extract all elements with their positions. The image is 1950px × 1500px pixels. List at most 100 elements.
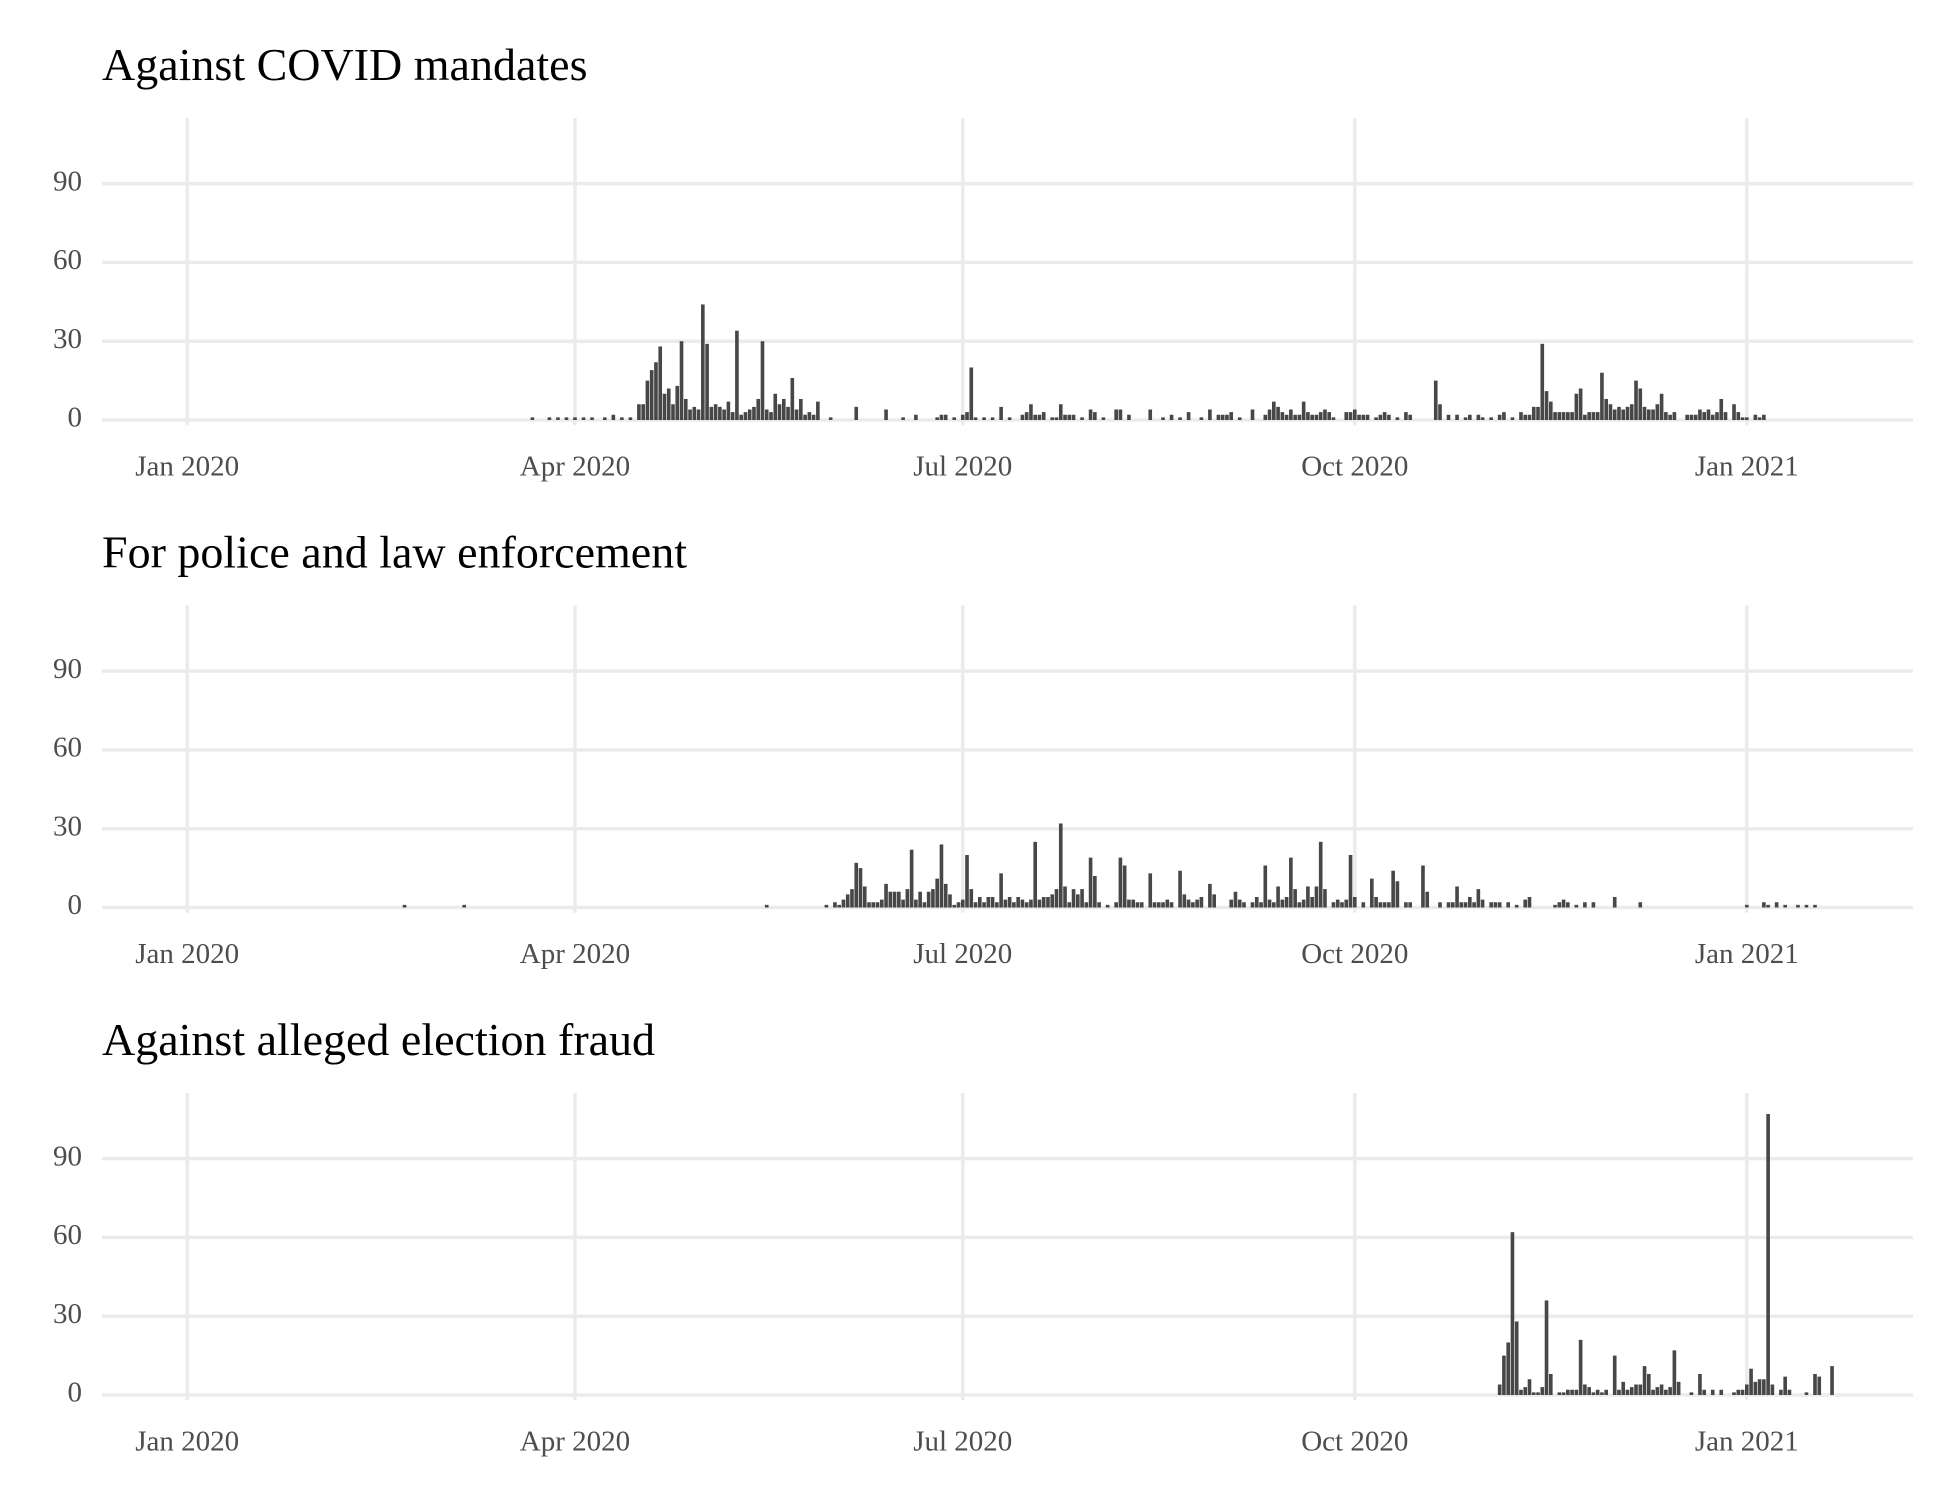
bar xyxy=(995,902,999,908)
bar xyxy=(1259,902,1263,908)
bar xyxy=(1595,1389,1600,1395)
bar xyxy=(1306,886,1310,908)
bar xyxy=(1352,896,1357,908)
bar xyxy=(1719,1389,1724,1395)
bar xyxy=(909,849,914,908)
bar xyxy=(1510,417,1515,420)
bar xyxy=(943,414,948,420)
bar xyxy=(1693,414,1698,420)
bar xyxy=(530,417,535,420)
bar xyxy=(764,904,769,908)
bar xyxy=(1561,412,1566,420)
bar xyxy=(1570,1389,1574,1395)
bar xyxy=(1740,1389,1745,1395)
bar xyxy=(1208,409,1212,420)
bar xyxy=(1672,1350,1677,1395)
bar xyxy=(1634,1384,1638,1395)
bar xyxy=(1161,417,1165,420)
bar xyxy=(1446,414,1451,420)
bar xyxy=(828,417,833,420)
x-tick-label: Apr 2020 xyxy=(520,938,630,970)
bar xyxy=(858,868,863,908)
bar xyxy=(1395,881,1400,908)
bar xyxy=(807,412,812,420)
bar xyxy=(1655,404,1660,420)
bar xyxy=(1621,409,1626,420)
bar xyxy=(1659,1384,1664,1395)
bar xyxy=(1527,414,1532,420)
bar xyxy=(1519,412,1523,420)
bar xyxy=(1544,391,1549,420)
bar xyxy=(1105,904,1110,908)
bar xyxy=(1455,886,1459,908)
bar xyxy=(1318,412,1323,420)
bar xyxy=(1570,412,1574,420)
bar xyxy=(1289,857,1293,908)
bar xyxy=(1220,414,1225,420)
bar xyxy=(854,862,859,908)
bar xyxy=(769,412,773,420)
bar xyxy=(875,902,880,908)
bar xyxy=(1003,899,1008,908)
bar xyxy=(1229,412,1234,420)
bar xyxy=(573,417,577,420)
bar xyxy=(1736,1389,1741,1395)
bar xyxy=(1024,412,1029,420)
bar xyxy=(1054,417,1059,420)
bar xyxy=(854,406,859,420)
bar xyxy=(1033,841,1038,908)
bar xyxy=(935,417,940,420)
bar xyxy=(1007,896,1012,908)
bar xyxy=(922,902,927,908)
bar xyxy=(1723,412,1728,420)
bar xyxy=(1574,1389,1579,1395)
x-tick-label: Jan 2020 xyxy=(135,451,239,483)
y-tick-label: 30 xyxy=(53,810,82,842)
bar xyxy=(977,896,982,908)
bar xyxy=(982,417,986,420)
bar xyxy=(1468,414,1472,420)
bar xyxy=(999,873,1003,908)
bar xyxy=(1553,412,1557,420)
bar xyxy=(1438,404,1442,420)
bar xyxy=(1046,896,1050,908)
bar xyxy=(973,902,978,908)
bar xyxy=(931,889,935,908)
bar xyxy=(1395,417,1400,420)
bar xyxy=(1749,1368,1753,1395)
bar xyxy=(888,891,893,908)
bar xyxy=(1796,904,1800,908)
bar xyxy=(1476,889,1481,908)
bar xyxy=(1813,904,1817,908)
bar xyxy=(1472,902,1476,908)
bar xyxy=(1114,902,1118,908)
bar xyxy=(1314,414,1319,420)
bar xyxy=(1318,841,1323,908)
bar xyxy=(1719,398,1724,420)
bar xyxy=(1787,1389,1792,1395)
bar xyxy=(1676,1381,1681,1395)
bar xyxy=(683,398,688,420)
bar xyxy=(1263,865,1268,908)
bar xyxy=(645,380,650,420)
bar xyxy=(1527,896,1532,908)
bar xyxy=(1612,896,1617,908)
bar xyxy=(1191,902,1195,908)
bar xyxy=(773,393,778,420)
bar xyxy=(1642,1366,1647,1395)
bar xyxy=(1523,1387,1528,1395)
bar xyxy=(1067,902,1072,908)
x-tick-label: Oct 2020 xyxy=(1301,938,1408,970)
bar xyxy=(696,409,701,420)
bar xyxy=(952,417,957,420)
bar xyxy=(960,899,965,908)
bar xyxy=(1523,414,1528,420)
bar xyxy=(948,894,952,908)
bar xyxy=(1489,417,1493,420)
bar xyxy=(1208,883,1212,908)
bar xyxy=(1715,412,1719,420)
bar xyxy=(1020,414,1025,420)
bar xyxy=(1450,902,1455,908)
bar xyxy=(1710,414,1715,420)
y-tick-label: 60 xyxy=(53,1219,82,1251)
